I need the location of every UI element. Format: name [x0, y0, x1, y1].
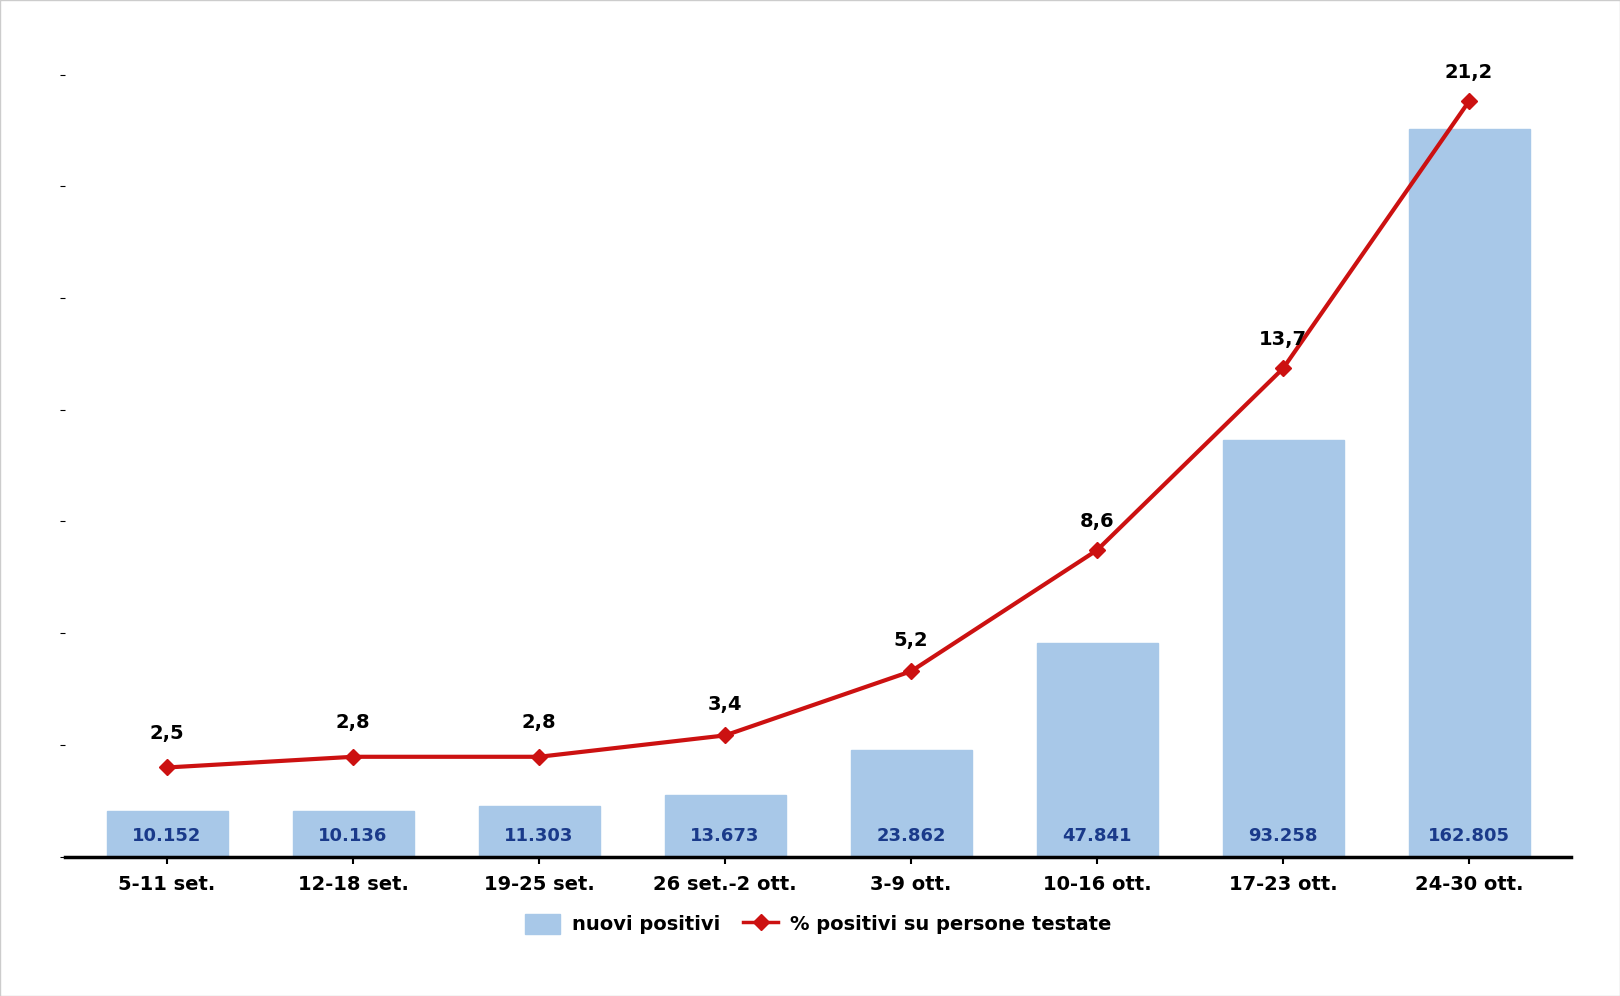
Bar [107, 811, 227, 857]
Text: 2,8: 2,8 [335, 713, 371, 732]
Text: 8,6: 8,6 [1081, 512, 1115, 531]
Text: 2,5: 2,5 [149, 723, 185, 743]
Text: 21,2: 21,2 [1445, 63, 1494, 82]
Bar [293, 812, 413, 857]
Text: 23.862: 23.862 [876, 828, 946, 846]
Text: 11.303: 11.303 [504, 828, 573, 846]
Bar [1037, 642, 1158, 857]
Text: 2,8: 2,8 [522, 713, 556, 732]
Text: 93.258: 93.258 [1249, 828, 1317, 846]
Bar [664, 796, 786, 857]
Text: 13.673: 13.673 [690, 828, 760, 846]
Text: 13,7: 13,7 [1259, 330, 1307, 349]
Bar [850, 750, 972, 857]
Legend: nuovi positivi, % positivi su persone testate: nuovi positivi, % positivi su persone te… [517, 905, 1119, 942]
Bar [1223, 440, 1343, 857]
Text: 10.136: 10.136 [319, 828, 387, 846]
Bar [1409, 129, 1529, 857]
Text: 5,2: 5,2 [894, 630, 928, 650]
Bar [478, 806, 599, 857]
Text: 10.152: 10.152 [133, 828, 202, 846]
Text: 162.805: 162.805 [1429, 828, 1510, 846]
Text: 47.841: 47.841 [1063, 828, 1132, 846]
Text: 3,4: 3,4 [708, 695, 742, 714]
